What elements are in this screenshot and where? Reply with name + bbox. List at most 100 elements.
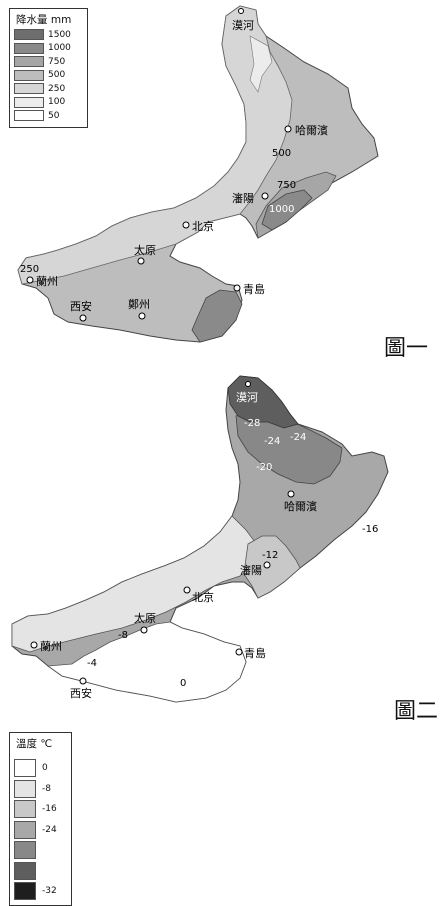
temperature-legend: 溫度 ℃ 0 -8 -16 -24 -32: [9, 732, 72, 906]
beijing-marker-2: [183, 586, 191, 594]
isotherm-m20: -20: [256, 462, 272, 473]
label-zhengzhou: 鄭州: [128, 297, 150, 311]
precipitation-legend-swatch: [14, 56, 44, 67]
temperature-legend-swatch: [14, 882, 36, 900]
precipitation-legend-row: 100: [14, 96, 66, 108]
figure1-caption: 圖一: [384, 336, 429, 361]
lanzhou-marker-2: [30, 641, 38, 649]
mohe-marker: [238, 8, 244, 14]
isotherm-m24a: -24: [264, 436, 280, 447]
precipitation-legend-swatch: [14, 96, 44, 108]
temperature-legend-swatch: [14, 861, 36, 880]
temperature-map: 漠河 哈爾濱 瀋陽 北京 太原 青島 蘭州 西安 -28 -24 -24 -20…: [0, 360, 448, 906]
temperature-legend-swatch: [14, 820, 36, 839]
isotherm-m4: -4: [87, 658, 97, 669]
temperature-legend-row: -16: [14, 800, 57, 818]
temperature-legend-row: [14, 841, 42, 859]
precipitation-legend-swatch: [14, 42, 44, 54]
temperature-legend-row: -32: [14, 882, 57, 900]
temperature-legend-row: [14, 861, 42, 880]
isoline-750: 750: [277, 180, 296, 191]
label-harbin-2: 哈爾濱: [284, 499, 317, 513]
region-1000mm: [261, 189, 313, 231]
precipitation-legend-label: 1000: [48, 43, 71, 53]
label-mohe-2: 漠河: [236, 391, 258, 404]
label-lanzhou: 蘭州: [36, 275, 58, 288]
label-xian: 西安: [70, 299, 92, 313]
precipitation-map-svg: 漠河 哈爾濱 瀋陽 北京 太原 青島 蘭州 西安 鄭州 500 750 1000…: [17, 5, 379, 343]
xian-marker: [79, 314, 87, 322]
precipitation-legend-label: 250: [48, 83, 66, 94]
temperature-legend-row: -24: [14, 820, 57, 839]
region-minus8: [11, 515, 259, 653]
city-labels: 漠河 哈爾濱 瀋陽 北京 太原 青島 蘭州 西安 鄭州: [36, 19, 328, 313]
precipitation-legend-row: 1500: [14, 29, 71, 40]
label-beijing: 北京: [192, 219, 214, 233]
shenyang-marker-2: [263, 561, 271, 569]
label-qingdao: 青島: [243, 282, 265, 296]
region-250mm: [17, 5, 293, 285]
qingdao-marker-2: [235, 648, 243, 656]
temperature-legend-label: -8: [42, 783, 51, 794]
region-750mm-south: [191, 289, 243, 343]
precipitation-legend-row: 1000: [14, 42, 71, 54]
precipitation-legend: 降水量 mm 1500 1000 750 500 250 100 50: [9, 8, 88, 128]
precipitation-legend-row: 50: [14, 110, 59, 121]
isoline-1000: 1000: [269, 204, 294, 215]
label-shenyang-2: 瀋陽: [240, 563, 262, 577]
label-mohe: 漠河: [232, 19, 254, 32]
amur-band: [249, 35, 273, 93]
qingdao-marker: [233, 284, 241, 292]
isotherm-m28: -28: [244, 418, 260, 429]
harbin-marker-2: [287, 490, 295, 498]
precipitation-legend-label: 50: [48, 110, 60, 121]
precipitation-legend-label: 100: [48, 97, 66, 107]
precipitation-legend-label: 1500: [48, 29, 71, 40]
isoline-250: 250: [20, 264, 39, 275]
lanzhou-marker: [26, 276, 34, 284]
precipitation-legend-row: 750: [14, 56, 65, 67]
isoline-labels: 500 750 1000 250: [20, 148, 296, 275]
region-minus28: [227, 375, 299, 429]
precipitation-legend-swatch: [14, 110, 44, 121]
region-minus12: [243, 535, 301, 599]
precipitation-legend-row: 250: [14, 83, 65, 94]
temperature-legend-label: -24: [42, 824, 57, 835]
isotherm-m8: -8: [118, 630, 128, 641]
temperature-legend-label: 0: [42, 763, 48, 773]
label-taiyuan: 太原: [134, 244, 156, 257]
beijing-marker: [182, 221, 190, 229]
harbin-marker: [284, 125, 292, 133]
zhengzhou-marker: [138, 312, 146, 320]
precipitation-legend-title: 降水量 mm: [16, 14, 72, 26]
label-taiyuan-2: 太原: [134, 612, 156, 625]
isoline-500: 500: [272, 148, 291, 159]
isotherm-m16: -16: [362, 524, 378, 535]
city-markers-2: [30, 381, 295, 685]
mohe-marker-2: [245, 381, 251, 387]
precipitation-legend-label: 750: [48, 56, 66, 67]
isotherm-zero: 0: [180, 678, 186, 689]
label-qingdao-2: 青島: [244, 646, 266, 660]
shenyang-marker: [261, 192, 269, 200]
label-shenyang: 瀋陽: [232, 191, 254, 205]
precipitation-legend-swatch: [14, 29, 44, 40]
temperature-map-svg: 漠河 哈爾濱 瀋陽 北京 太原 青島 蘭州 西安 -28 -24 -24 -20…: [11, 375, 389, 703]
temperature-legend-swatch: [14, 759, 36, 777]
precipitation-legend-row: 500: [14, 69, 66, 81]
label-lanzhou-2: 蘭州: [40, 640, 62, 653]
precipitation-map: 漠河 哈爾濱 瀋陽 北京 太原 青島 蘭州 西安 鄭州 500 750 1000…: [0, 0, 448, 355]
taiyuan-marker: [137, 257, 145, 265]
region-zero: [46, 621, 247, 703]
precipitation-legend-label: 500: [48, 70, 66, 80]
temperature-legend-swatch: [14, 800, 36, 818]
city-labels-2: 漠河 哈爾濱 瀋陽 北京 太原 青島 蘭州 西安: [40, 391, 317, 700]
precipitation-legend-swatch: [14, 69, 44, 81]
xian-marker-2: [79, 677, 87, 685]
temperature-legend-title: 溫度 ℃: [16, 738, 53, 750]
temperature-legend-swatch: [14, 841, 36, 859]
temperature-legend-label: -16: [42, 804, 57, 814]
temperature-legend-row: -8: [14, 779, 51, 798]
label-xian-2: 西安: [70, 686, 92, 700]
taiyuan-marker-2: [140, 626, 148, 634]
